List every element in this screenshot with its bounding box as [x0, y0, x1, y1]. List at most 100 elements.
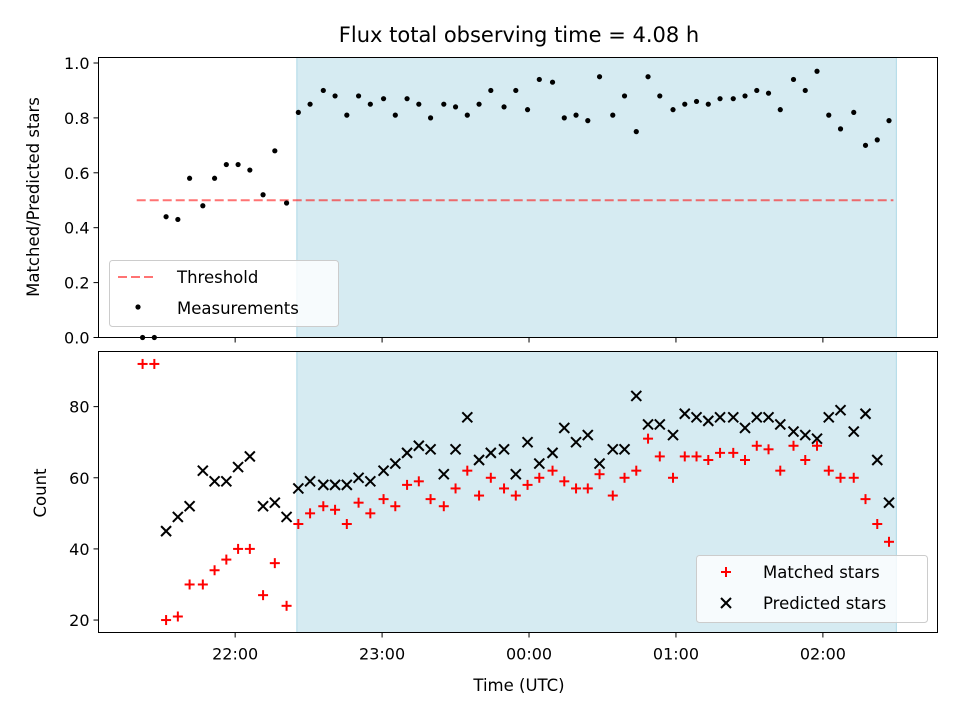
measurement-point — [235, 161, 241, 168]
matched-star-point — [668, 472, 679, 483]
measurement-point — [186, 175, 193, 181]
measurement-point — [536, 76, 542, 83]
matched-star-point — [679, 451, 690, 462]
measurement-point — [742, 93, 748, 99]
predicted-star-point — [570, 436, 582, 448]
matched-star-point — [413, 476, 424, 487]
matched-star-point — [522, 479, 533, 490]
matched-star-point — [330, 504, 341, 515]
matched-star-point — [233, 543, 244, 554]
bottom-y-tick-label: 60 — [69, 469, 89, 488]
matched-star-point — [341, 519, 352, 530]
matched-star-point — [402, 479, 413, 490]
measurement-point — [693, 98, 700, 105]
measurement-point — [790, 76, 797, 83]
x-axis-label: Time (UTC) — [472, 676, 564, 695]
matched-star-point — [499, 483, 510, 494]
matched-star-point — [788, 440, 799, 451]
predicted-star-point — [197, 464, 209, 477]
predicted-star-point — [799, 429, 811, 441]
bottom-y-axis-label: Count — [31, 468, 50, 518]
predicted-star-point — [183, 500, 196, 512]
matched-star-point — [559, 476, 570, 487]
predicted-star-point — [232, 461, 244, 473]
bottom-y-tick-label: 40 — [69, 540, 89, 559]
matched-star-point — [751, 440, 762, 451]
measurement-point — [404, 96, 410, 102]
matched-star-point — [293, 519, 304, 530]
predicted-star-point — [751, 411, 763, 424]
measurement-point — [765, 90, 772, 96]
top-y-tick-label: 1.0 — [64, 54, 89, 73]
measurement-point — [561, 115, 567, 121]
measurement-point — [355, 93, 362, 99]
top-y-tick-label: 0.6 — [64, 164, 89, 183]
predicted-star-point — [317, 479, 330, 491]
matched-star-point — [740, 454, 751, 465]
matched-star-point — [221, 554, 232, 565]
matched-star-point — [450, 483, 461, 494]
matched-star-point — [365, 508, 376, 519]
matched-star-point — [390, 501, 401, 512]
matched-star-point — [884, 536, 895, 547]
legend-predicted-swatch — [720, 597, 732, 609]
predicted-star-point — [702, 415, 714, 427]
predicted-star-point — [172, 511, 184, 523]
matched-star-point — [137, 358, 148, 369]
matched-star-point — [835, 472, 846, 483]
predicted-star-point — [257, 500, 269, 512]
predicted-star-point — [883, 496, 895, 509]
predicted-star-point — [618, 443, 631, 456]
measurement-point — [524, 107, 531, 113]
measurement-point — [802, 87, 808, 94]
matched-star-point — [258, 590, 269, 601]
measurement-point — [307, 101, 313, 107]
top-axes-frame — [98, 57, 938, 338]
matched-star-point — [161, 615, 172, 626]
measurement-point — [427, 115, 434, 121]
bottom-legend: Matched stars Predicted stars — [696, 555, 928, 623]
measurement-point — [596, 74, 603, 80]
measurement-point — [549, 79, 556, 85]
matched-star-point — [848, 472, 859, 483]
measurement-point — [585, 118, 591, 124]
bottom-x-tick-label: 01:00 — [653, 645, 699, 664]
predicted-star-point — [269, 496, 281, 509]
predicted-star-point — [533, 457, 546, 470]
matched-star-point — [823, 465, 834, 476]
predicted-star-point — [848, 425, 860, 438]
predicted-star-point — [834, 404, 847, 416]
measurement-point — [826, 112, 832, 118]
matched-star-point — [812, 440, 823, 451]
observing-window-shade-top — [296, 57, 897, 338]
legend-measurements-swatch — [135, 304, 141, 310]
measurements-series — [139, 68, 892, 341]
predicted-star-point — [714, 411, 726, 424]
bottom-legend-box — [696, 555, 928, 623]
predicted-star-point — [871, 454, 883, 466]
predicted-star-point — [389, 457, 402, 470]
top-y-axis-ticks: 0.0 0.2 0.4 0.6 0.8 1.0 — [64, 54, 99, 348]
measurement-point — [283, 200, 290, 206]
measurement-point — [295, 109, 301, 116]
matched-star-point — [172, 611, 183, 622]
measurement-point — [488, 87, 494, 94]
predicted-star-point — [304, 475, 316, 488]
predicted-star-point — [424, 443, 437, 456]
matched-star-point — [197, 579, 208, 590]
predicted-star-point — [667, 429, 679, 441]
matched-stars-series — [137, 358, 895, 626]
matched-star-point — [775, 465, 786, 476]
matched-star-point — [318, 501, 329, 512]
predicted-star-point — [438, 468, 450, 480]
top-y-tick-label: 0.4 — [64, 219, 89, 238]
predicted-star-point — [449, 443, 462, 456]
predicted-star-point — [461, 411, 474, 424]
predicted-star-point — [413, 440, 425, 452]
predicted-star-point — [811, 432, 823, 445]
measurement-point — [837, 126, 844, 132]
predicted-star-point — [762, 411, 775, 424]
measurement-point — [320, 87, 326, 94]
predicted-star-point — [582, 429, 594, 441]
predicted-star-point — [510, 468, 522, 480]
